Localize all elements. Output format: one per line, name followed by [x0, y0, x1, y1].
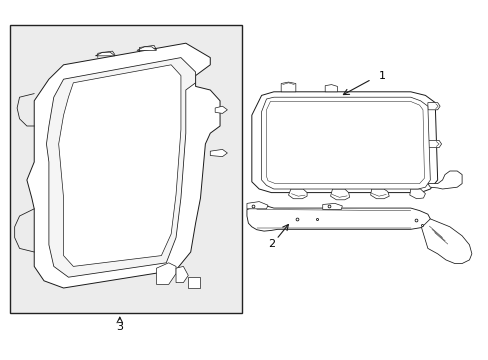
- Polygon shape: [215, 106, 227, 113]
- Polygon shape: [137, 47, 156, 50]
- Polygon shape: [409, 189, 425, 199]
- Polygon shape: [251, 92, 437, 193]
- Polygon shape: [288, 189, 306, 199]
- Polygon shape: [188, 277, 200, 288]
- Polygon shape: [322, 203, 342, 210]
- Polygon shape: [27, 43, 220, 288]
- Text: 2: 2: [267, 239, 274, 249]
- Polygon shape: [10, 25, 242, 313]
- Polygon shape: [325, 85, 337, 92]
- Polygon shape: [421, 219, 471, 264]
- Polygon shape: [266, 102, 424, 184]
- Text: 3: 3: [116, 322, 123, 332]
- Polygon shape: [46, 58, 195, 277]
- Polygon shape: [176, 266, 188, 283]
- Polygon shape: [261, 97, 429, 189]
- Polygon shape: [59, 65, 181, 266]
- Polygon shape: [210, 149, 227, 157]
- Polygon shape: [95, 52, 115, 56]
- Polygon shape: [281, 82, 295, 92]
- Text: 1: 1: [378, 71, 385, 81]
- Polygon shape: [370, 189, 388, 199]
- Polygon shape: [330, 189, 349, 200]
- Polygon shape: [427, 140, 441, 148]
- Polygon shape: [427, 103, 439, 110]
- Polygon shape: [246, 202, 267, 209]
- Polygon shape: [156, 263, 176, 284]
- Polygon shape: [246, 206, 429, 231]
- Polygon shape: [427, 171, 461, 189]
